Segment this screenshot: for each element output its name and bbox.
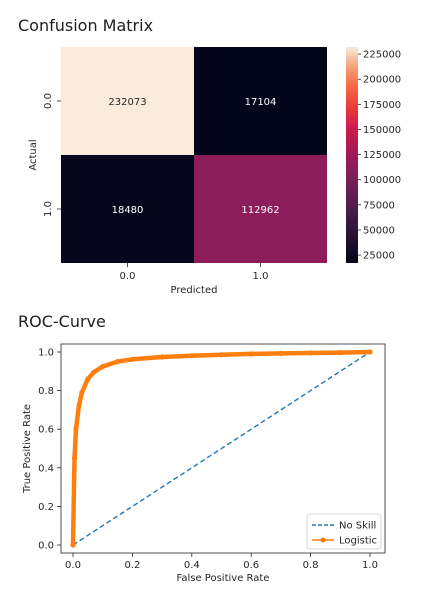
logistic-point <box>367 349 373 355</box>
logistic-point <box>85 376 91 382</box>
logistic-point <box>100 363 106 370</box>
x-tick-label: 0.2 <box>124 560 140 571</box>
y-tick-label: 0.0 <box>38 541 54 552</box>
colorbar <box>346 47 358 263</box>
colorbar-tick-label: 25000 <box>363 251 395 262</box>
x-tick-label: 0.0 <box>120 271 136 282</box>
y-tick-label: 0.4 <box>38 463 54 474</box>
colorbar-tick-label: 225000 <box>363 50 401 61</box>
heatmap-cell <box>194 155 327 263</box>
y-tick-label: 0.6 <box>38 425 54 436</box>
logistic-point <box>308 350 314 356</box>
logistic-point <box>218 352 225 358</box>
colorbar-tick-label: 75000 <box>363 200 395 211</box>
logistic-point <box>91 369 97 375</box>
logistic-point <box>278 350 284 356</box>
colorbar-tick-label: 50000 <box>363 225 395 236</box>
colorbar-tick-label: 125000 <box>363 150 401 161</box>
x-tick-label: 0.6 <box>243 560 259 571</box>
logistic-point <box>129 356 135 362</box>
y-tick-label: 0.0 <box>43 93 54 109</box>
x-tick-label: 0.4 <box>184 560 200 571</box>
colorbar-tick-label: 150000 <box>363 125 401 136</box>
no-skill-line <box>72 351 371 546</box>
x-axis-label: Predicted <box>171 285 218 296</box>
logistic-point <box>79 389 85 396</box>
heatmap-cell <box>194 47 327 155</box>
x-tick-label: 1.0 <box>362 560 378 571</box>
y-tick-label: 0.2 <box>38 502 54 513</box>
colorbar-tick-label: 175000 <box>363 100 401 111</box>
logistic-line <box>70 349 373 548</box>
logistic-point <box>76 403 82 409</box>
x-tick-label: 1.0 <box>253 271 269 282</box>
logistic-point <box>189 353 195 359</box>
y-axis-label: Actual <box>28 139 39 170</box>
legend-marker-logistic <box>320 537 326 543</box>
y-tick-label: 0.8 <box>38 386 54 397</box>
colorbar-tick-label: 100000 <box>363 175 401 186</box>
confusion-matrix-chart: 232073 17104 18480 112962 0.0 1.0 0.0 1.0 Predi… <box>28 47 401 296</box>
confusion-matrix-title: Confusion Matrix <box>18 16 154 35</box>
logistic-point <box>73 426 79 432</box>
y-tick-label: 1.0 <box>38 348 54 359</box>
logistic-point <box>71 455 78 461</box>
cell-value-label: 17104 <box>245 97 277 108</box>
y-tick-label: 1.0 <box>43 201 54 217</box>
legend-label: Logistic <box>339 536 377 547</box>
legend-label: No Skill <box>339 521 376 532</box>
roc-curve-title: ROC-Curve <box>18 312 106 331</box>
cell-value-label: 232073 <box>108 97 146 108</box>
x-axis-label: False Positive Rate <box>177 573 270 584</box>
y-axis-label: True Positive Rate <box>22 404 33 494</box>
logistic-point <box>114 359 121 365</box>
logistic-point <box>337 349 343 356</box>
logistic-point <box>159 354 165 360</box>
colorbar-tick-label: 200000 <box>363 75 401 86</box>
cell-value-label: 18480 <box>112 205 144 216</box>
logistic-point <box>70 542 76 548</box>
heatmap-cell <box>61 155 194 263</box>
heatmap-cell <box>61 47 194 155</box>
cell-value-label: 112962 <box>241 205 279 216</box>
x-tick-label: 0.8 <box>303 560 319 571</box>
logistic-point <box>248 351 254 357</box>
x-tick-label: 0.0 <box>65 560 81 571</box>
